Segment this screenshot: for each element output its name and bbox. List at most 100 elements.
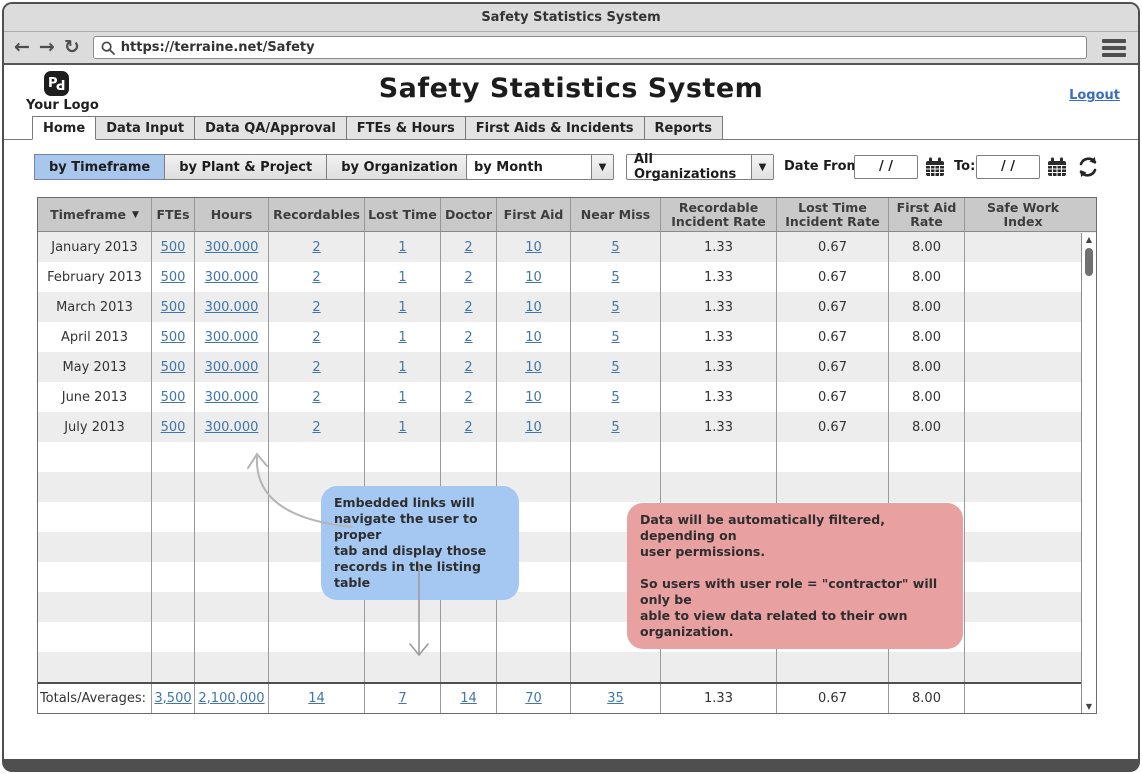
scroll-up-icon[interactable]: ▲ — [1082, 235, 1096, 244]
near_miss-link[interactable]: 5 — [611, 390, 619, 405]
recordables-link[interactable]: 2 — [312, 360, 320, 375]
totals-ftes-link[interactable]: 3,500 — [154, 691, 191, 706]
ftes-link[interactable]: 500 — [161, 390, 186, 405]
refresh-icon[interactable] — [1076, 155, 1100, 183]
header-cell-near_miss[interactable]: Near Miss — [571, 198, 661, 231]
browser-toolbar: ← → ↻ https://terraine.net/Safety — [4, 32, 1138, 65]
url-bar[interactable]: https://terraine.net/Safety — [93, 36, 1087, 59]
tab-reports[interactable]: Reports — [645, 116, 723, 140]
first_aid-link[interactable]: 10 — [525, 420, 542, 435]
view-button-by-organization[interactable]: by Organization — [326, 154, 473, 180]
organization-select[interactable]: All Organizations ▼ — [626, 154, 774, 180]
totals-recordables-link[interactable]: 14 — [308, 691, 325, 706]
first_aid-link[interactable]: 10 — [525, 390, 542, 405]
near_miss-link[interactable]: 5 — [611, 300, 619, 315]
period-select[interactable]: by Month ▼ — [466, 154, 614, 180]
header-cell-ftes[interactable]: FTEs — [152, 198, 195, 231]
recordables-link[interactable]: 2 — [312, 270, 320, 285]
scroll-down-icon[interactable]: ▼ — [1082, 702, 1096, 711]
near_miss-link[interactable]: 5 — [611, 330, 619, 345]
doctor-link[interactable]: 2 — [464, 420, 472, 435]
totals-doctor-link[interactable]: 14 — [460, 691, 477, 706]
header-cell-doctor[interactable]: Doctor — [441, 198, 497, 231]
lost_time-link[interactable]: 1 — [398, 270, 406, 285]
header-cell-rir[interactable]: Recordable Incident Rate — [661, 198, 777, 231]
lost_time-link[interactable]: 1 — [398, 390, 406, 405]
vertical-scrollbar[interactable]: ▲ ▼ — [1081, 233, 1096, 713]
hours-link[interactable]: 300.000 — [205, 420, 259, 435]
doctor-link[interactable]: 2 — [464, 390, 472, 405]
date-from-input[interactable]: / / — [854, 155, 918, 179]
date-to-input[interactable]: / / — [976, 155, 1040, 179]
header-cell-hours[interactable]: Hours — [195, 198, 269, 231]
recordables-link[interactable]: 2 — [312, 390, 320, 405]
totals-hours-link[interactable]: 2,100,000 — [198, 691, 264, 706]
hours-link[interactable]: 300.000 — [205, 270, 259, 285]
hours-link[interactable]: 300.000 — [205, 240, 259, 255]
header-cell-far[interactable]: First Aid Rate — [889, 198, 965, 231]
near_miss-link[interactable]: 5 — [611, 240, 619, 255]
ftes-link[interactable]: 500 — [161, 420, 186, 435]
near_miss-link[interactable]: 5 — [611, 420, 619, 435]
tab-home[interactable]: Home — [32, 116, 96, 140]
calendar-icon[interactable] — [1046, 156, 1068, 182]
back-icon[interactable]: ← — [14, 38, 30, 57]
doctor-link[interactable]: 2 — [464, 360, 472, 375]
doctor-link[interactable]: 2 — [464, 300, 472, 315]
hours-link[interactable]: 300.000 — [205, 300, 259, 315]
recordables-link[interactable]: 2 — [312, 300, 320, 315]
hours-link[interactable]: 300.000 — [205, 390, 259, 405]
near_miss-link[interactable]: 5 — [611, 360, 619, 375]
tab-first-aids-incidents[interactable]: First Aids & Incidents — [466, 116, 645, 140]
doctor-link[interactable]: 2 — [464, 240, 472, 255]
calendar-icon[interactable] — [924, 156, 946, 182]
reload-icon[interactable]: ↻ — [64, 38, 80, 57]
recordables-link[interactable]: 2 — [312, 420, 320, 435]
header-cell-ltir[interactable]: Lost Time Incident Rate — [777, 198, 889, 231]
chevron-down-icon: ▼ — [591, 155, 613, 179]
ftes-link[interactable]: 500 — [161, 240, 186, 255]
tab-data-input[interactable]: Data Input — [96, 116, 195, 140]
header-cell-swi[interactable]: Safe Work Index — [965, 198, 1081, 231]
lost_time-link[interactable]: 1 — [398, 330, 406, 345]
ftes-link[interactable]: 500 — [161, 330, 186, 345]
cell-first_aid: 10 — [497, 232, 571, 262]
header-cell-timeframe[interactable]: Timeframe▼ — [38, 198, 152, 231]
tab-data-qa-approval[interactable]: Data QA/Approval — [195, 116, 347, 140]
cell-recordables: 2 — [269, 262, 365, 292]
hamburger-menu-icon[interactable] — [1100, 37, 1128, 59]
recordables-link[interactable]: 2 — [312, 330, 320, 345]
view-button-by-plant-project[interactable]: by Plant & Project — [164, 154, 327, 180]
first_aid-link[interactable]: 10 — [525, 270, 542, 285]
cell-hours — [195, 562, 269, 592]
totals-near_miss-link[interactable]: 35 — [607, 691, 624, 706]
lost_time-link[interactable]: 1 — [398, 360, 406, 375]
lost_time-link[interactable]: 1 — [398, 300, 406, 315]
logout-link[interactable]: Logout — [1069, 88, 1120, 103]
cell-first_aid: 10 — [497, 412, 571, 442]
forward-icon[interactable]: → — [39, 38, 55, 57]
tab-ftes-hours[interactable]: FTEs & Hours — [347, 116, 466, 140]
ftes-link[interactable]: 500 — [161, 300, 186, 315]
header-cell-first_aid[interactable]: First Aid — [497, 198, 571, 231]
doctor-link[interactable]: 2 — [464, 270, 472, 285]
ftes-link[interactable]: 500 — [161, 270, 186, 285]
first_aid-link[interactable]: 10 — [525, 240, 542, 255]
lost_time-link[interactable]: 1 — [398, 420, 406, 435]
scrollbar-thumb[interactable] — [1085, 248, 1093, 276]
near_miss-link[interactable]: 5 — [611, 270, 619, 285]
hours-link[interactable]: 300.000 — [205, 360, 259, 375]
hours-link[interactable]: 300.000 — [205, 330, 259, 345]
first_aid-link[interactable]: 10 — [525, 360, 542, 375]
header-cell-recordables[interactable]: Recordables — [269, 198, 365, 231]
header-cell-lost_time[interactable]: Lost Time — [365, 198, 441, 231]
first_aid-link[interactable]: 10 — [525, 300, 542, 315]
view-button-by-timeframe[interactable]: by Timeframe — [34, 154, 165, 180]
totals-first_aid-link[interactable]: 70 — [525, 691, 542, 706]
totals-lost_time-link[interactable]: 7 — [398, 691, 406, 706]
lost_time-link[interactable]: 1 — [398, 240, 406, 255]
doctor-link[interactable]: 2 — [464, 330, 472, 345]
ftes-link[interactable]: 500 — [161, 360, 186, 375]
recordables-link[interactable]: 2 — [312, 240, 320, 255]
first_aid-link[interactable]: 10 — [525, 330, 542, 345]
